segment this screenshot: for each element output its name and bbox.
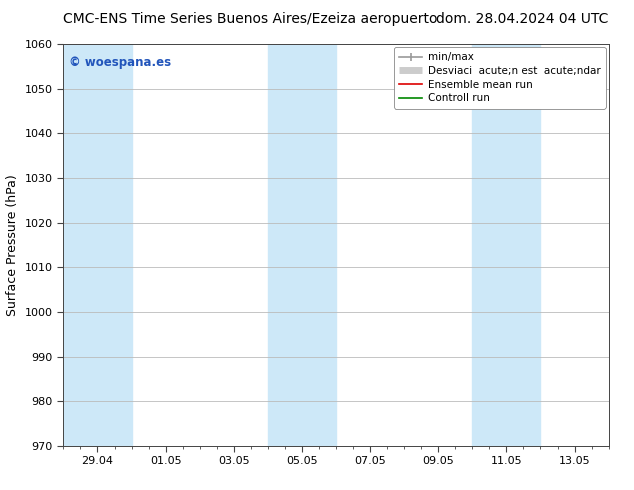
Text: CMC-ENS Time Series Buenos Aires/Ezeiza aeropuerto: CMC-ENS Time Series Buenos Aires/Ezeiza … bbox=[63, 12, 438, 26]
Bar bbox=[268, 44, 336, 446]
Y-axis label: Surface Pressure (hPa): Surface Pressure (hPa) bbox=[6, 174, 19, 316]
Legend: min/max, Desviaci  acute;n est  acute;ndar, Ensemble mean run, Controll run: min/max, Desviaci acute;n est acute;ndar… bbox=[394, 47, 605, 109]
Bar bbox=[63, 44, 132, 446]
Text: dom. 28.04.2024 04 UTC: dom. 28.04.2024 04 UTC bbox=[436, 12, 609, 26]
Bar bbox=[472, 44, 540, 446]
Text: © woespana.es: © woespana.es bbox=[69, 56, 171, 69]
